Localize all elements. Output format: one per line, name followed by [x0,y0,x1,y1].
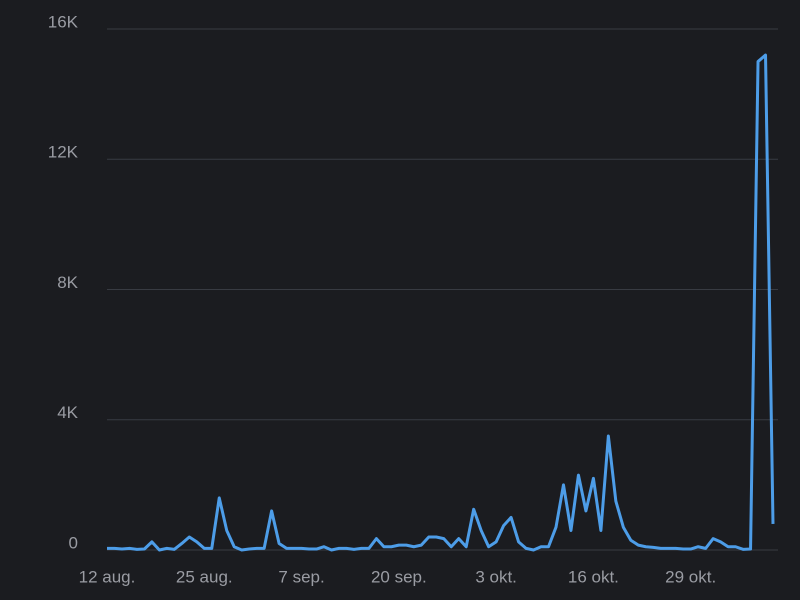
y-tick-label: 4K [57,403,78,422]
data-line [107,53,775,552]
x-tick-label: 7 sep. [278,567,324,586]
x-tick-label: 25 aug. [176,567,233,586]
y-tick-label: 12K [48,143,79,162]
x-tick-label: 29 okt. [665,567,716,586]
x-tick-label: 3 okt. [475,567,517,586]
y-tick-label: 0 [69,533,78,552]
x-tick-label: 16 okt. [568,567,619,586]
y-tick-label: 8K [57,273,78,292]
y-tick-label: 16K [48,12,79,31]
x-tick-label: 12 aug. [79,567,136,586]
x-tick-label: 20 sep. [371,567,427,586]
